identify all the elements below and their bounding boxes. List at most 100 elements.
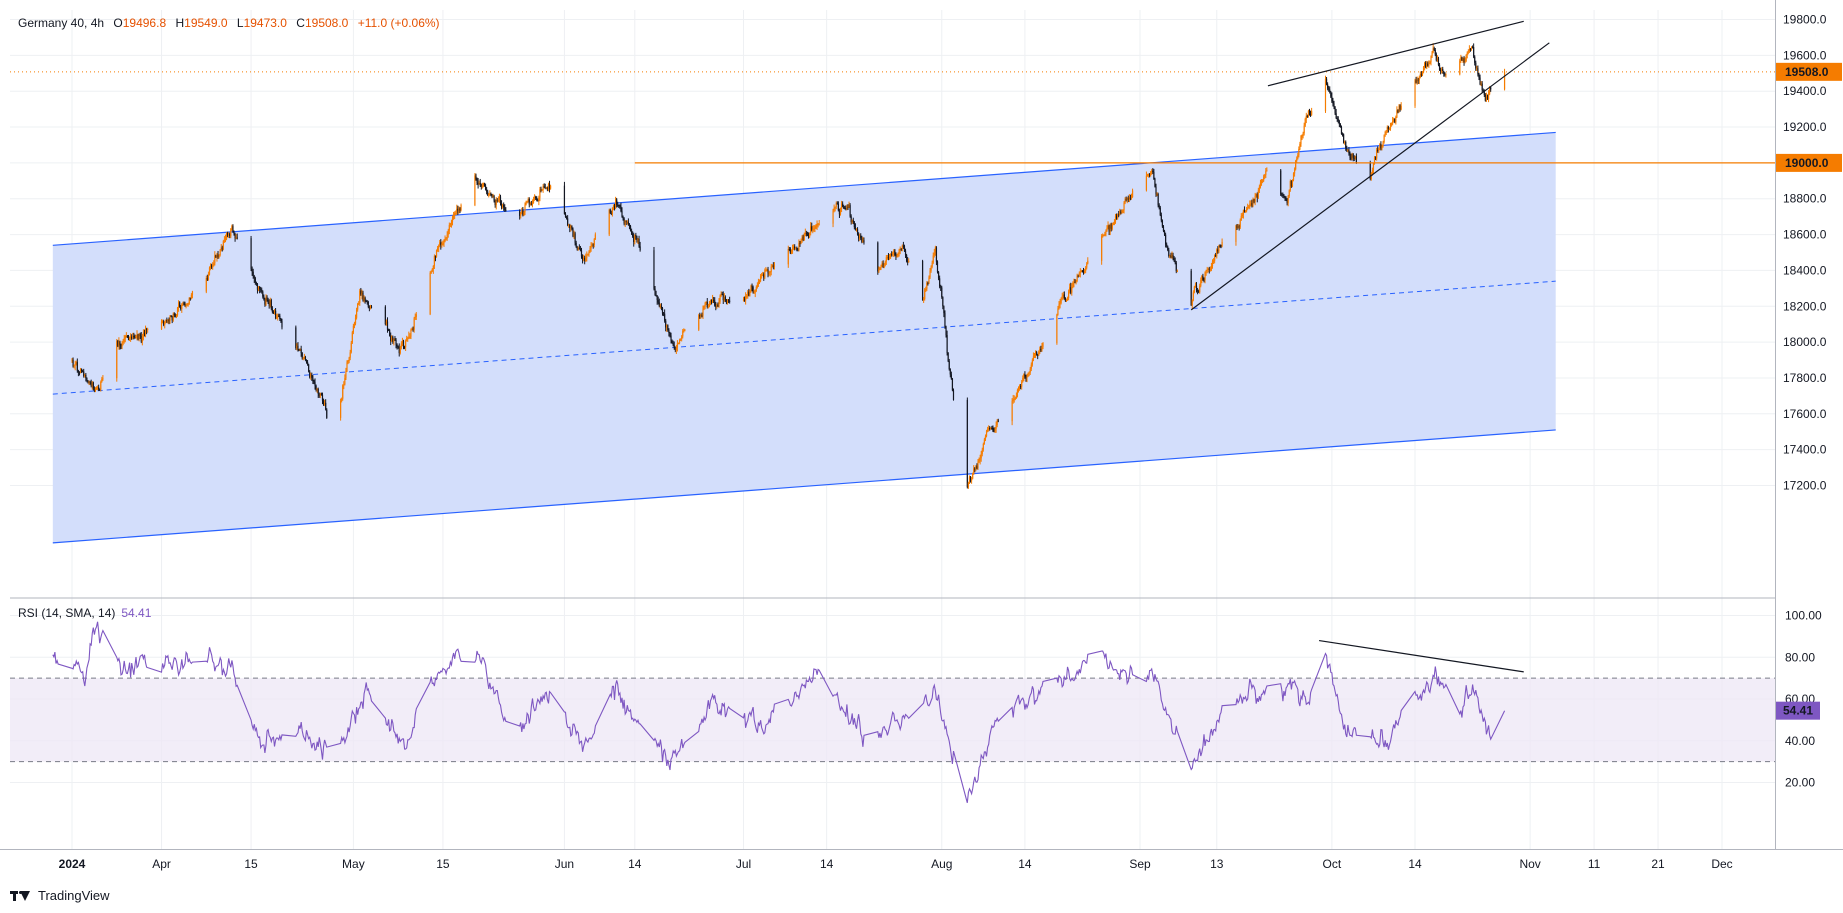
- candle-body[interactable]: [1254, 196, 1256, 202]
- candle-body[interactable]: [1194, 285, 1197, 287]
- candle-body[interactable]: [487, 191, 489, 195]
- candle-body[interactable]: [168, 319, 170, 321]
- candle-body[interactable]: [764, 270, 766, 278]
- candle-body[interactable]: [304, 356, 307, 361]
- candle-body[interactable]: [886, 256, 889, 258]
- candle-body[interactable]: [659, 305, 661, 307]
- candle-body[interactable]: [941, 287, 943, 298]
- candle-body[interactable]: [1386, 126, 1388, 132]
- candle-body[interactable]: [326, 409, 328, 418]
- candle-body[interactable]: [1246, 209, 1248, 212]
- candle-body[interactable]: [497, 199, 499, 202]
- candle-body[interactable]: [854, 227, 857, 230]
- candle-body[interactable]: [366, 301, 368, 303]
- candle-body[interactable]: [548, 184, 551, 189]
- candle-body[interactable]: [658, 302, 660, 307]
- candle-body[interactable]: [1078, 273, 1080, 277]
- candle-body[interactable]: [1114, 215, 1117, 222]
- candle-body[interactable]: [661, 307, 664, 314]
- candle-body[interactable]: [370, 306, 373, 308]
- candle-body[interactable]: [533, 197, 536, 200]
- candle-body[interactable]: [1422, 67, 1425, 73]
- candle-body[interactable]: [945, 326, 947, 336]
- candle-body[interactable]: [615, 199, 617, 208]
- candle-body[interactable]: [1016, 390, 1019, 396]
- candle-body[interactable]: [1349, 153, 1351, 158]
- candle-body[interactable]: [1064, 297, 1067, 301]
- candle-body[interactable]: [1082, 271, 1085, 273]
- candle-body[interactable]: [1372, 163, 1375, 171]
- candle-body[interactable]: [707, 306, 709, 308]
- candle-body[interactable]: [1463, 58, 1465, 62]
- candle-body[interactable]: [1036, 352, 1038, 355]
- candle-body[interactable]: [653, 250, 655, 289]
- candle-body[interactable]: [680, 339, 682, 341]
- candle-body[interactable]: [1219, 245, 1221, 247]
- candle-body[interactable]: [389, 330, 391, 336]
- candle-body[interactable]: [981, 449, 983, 454]
- candle-body[interactable]: [1487, 93, 1490, 100]
- candle-body[interactable]: [573, 233, 575, 237]
- candle-body[interactable]: [1436, 58, 1439, 61]
- candle-body[interactable]: [1353, 157, 1355, 159]
- candle-body[interactable]: [746, 295, 748, 297]
- candle-body[interactable]: [315, 385, 317, 391]
- candle-body[interactable]: [1332, 101, 1334, 104]
- candle-body[interactable]: [233, 231, 235, 235]
- candle-body[interactable]: [348, 357, 350, 361]
- candle-body[interactable]: [488, 193, 490, 195]
- candle-body[interactable]: [390, 335, 392, 341]
- candle-body[interactable]: [346, 362, 348, 372]
- candle-body[interactable]: [95, 387, 98, 389]
- candle-body[interactable]: [96, 387, 99, 389]
- rsi-last-box[interactable]: [1776, 701, 1820, 720]
- candle-body[interactable]: [1032, 356, 1035, 361]
- candle-body[interactable]: [836, 203, 838, 205]
- candle-body[interactable]: [579, 248, 582, 251]
- candle-body[interactable]: [1464, 60, 1466, 62]
- candle-body[interactable]: [637, 238, 639, 241]
- candle-body[interactable]: [274, 310, 277, 319]
- candle-body[interactable]: [1287, 196, 1289, 204]
- candle-body[interactable]: [891, 254, 893, 256]
- candle-body[interactable]: [320, 393, 323, 395]
- candle-body[interactable]: [852, 220, 854, 223]
- candle-body[interactable]: [1167, 246, 1169, 250]
- candle-body[interactable]: [360, 290, 362, 295]
- candle-body[interactable]: [1350, 157, 1352, 159]
- candle-body[interactable]: [1394, 118, 1396, 123]
- candle-body[interactable]: [1023, 374, 1025, 379]
- candle-body[interactable]: [1309, 114, 1312, 116]
- candle-body[interactable]: [410, 329, 412, 337]
- candle-body[interactable]: [265, 297, 267, 305]
- candle-body[interactable]: [545, 187, 547, 189]
- candle-body[interactable]: [162, 321, 164, 323]
- candle-body[interactable]: [354, 317, 357, 324]
- candle-body[interactable]: [586, 254, 588, 258]
- candle-body[interactable]: [984, 436, 987, 440]
- candle-body[interactable]: [262, 291, 264, 297]
- candle-body[interactable]: [342, 385, 344, 399]
- candle-body[interactable]: [900, 248, 902, 250]
- candle-body[interactable]: [206, 277, 208, 280]
- candle-body[interactable]: [267, 300, 269, 303]
- candle-body[interactable]: [77, 370, 79, 373]
- candle-body[interactable]: [1385, 131, 1387, 133]
- candle-body[interactable]: [269, 300, 271, 306]
- candle-body[interactable]: [762, 274, 764, 276]
- candle-body[interactable]: [951, 378, 954, 391]
- candle-body[interactable]: [1282, 194, 1284, 196]
- candle-body[interactable]: [1303, 125, 1305, 134]
- candle-body[interactable]: [313, 381, 315, 383]
- level-price-box[interactable]: [1776, 153, 1842, 172]
- candle-body[interactable]: [143, 332, 146, 334]
- candle-body[interactable]: [787, 248, 789, 265]
- candle-body[interactable]: [927, 282, 929, 284]
- candle-body[interactable]: [1131, 190, 1134, 197]
- candle-body[interactable]: [215, 255, 217, 257]
- candle-body[interactable]: [492, 196, 494, 198]
- candle-body[interactable]: [1341, 134, 1344, 136]
- candle-body[interactable]: [899, 248, 901, 250]
- candle-body[interactable]: [1210, 265, 1213, 270]
- candle-body[interactable]: [788, 248, 790, 250]
